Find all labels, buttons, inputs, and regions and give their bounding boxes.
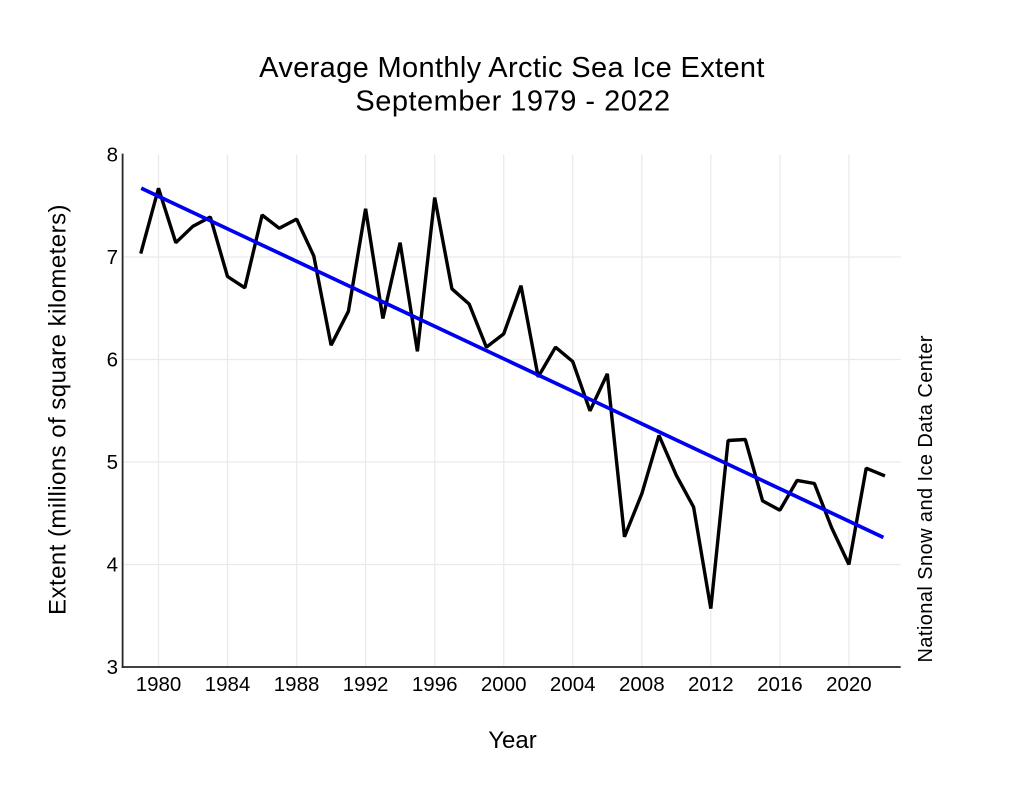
svg-text:1992: 1992 bbox=[343, 673, 389, 696]
svg-text:2016: 2016 bbox=[757, 673, 803, 696]
svg-text:National Snow and Ice Data Cen: National Snow and Ice Data Center bbox=[915, 335, 937, 662]
svg-text:3: 3 bbox=[107, 656, 118, 679]
svg-text:8: 8 bbox=[107, 144, 118, 167]
svg-text:4: 4 bbox=[107, 554, 118, 577]
svg-text:Average Monthly Arctic Sea Ice: Average Monthly Arctic Sea Ice Extent bbox=[259, 52, 765, 84]
svg-text:Year: Year bbox=[488, 727, 537, 754]
svg-text:2020: 2020 bbox=[826, 673, 872, 696]
svg-text:2004: 2004 bbox=[550, 673, 596, 696]
svg-text:2000: 2000 bbox=[481, 673, 527, 696]
svg-text:1984: 1984 bbox=[205, 673, 251, 696]
svg-text:7: 7 bbox=[107, 246, 118, 269]
svg-text:1980: 1980 bbox=[136, 673, 182, 696]
svg-text:2008: 2008 bbox=[619, 673, 665, 696]
svg-text:2012: 2012 bbox=[688, 673, 734, 696]
svg-text:1996: 1996 bbox=[412, 673, 458, 696]
svg-text:6: 6 bbox=[107, 349, 118, 372]
svg-text:1988: 1988 bbox=[274, 673, 320, 696]
svg-text:Extent (millions of square kil: Extent (millions of square kilometers) bbox=[44, 204, 71, 615]
svg-text:September 1979 - 2022: September 1979 - 2022 bbox=[355, 86, 670, 118]
svg-text:5: 5 bbox=[107, 451, 118, 474]
